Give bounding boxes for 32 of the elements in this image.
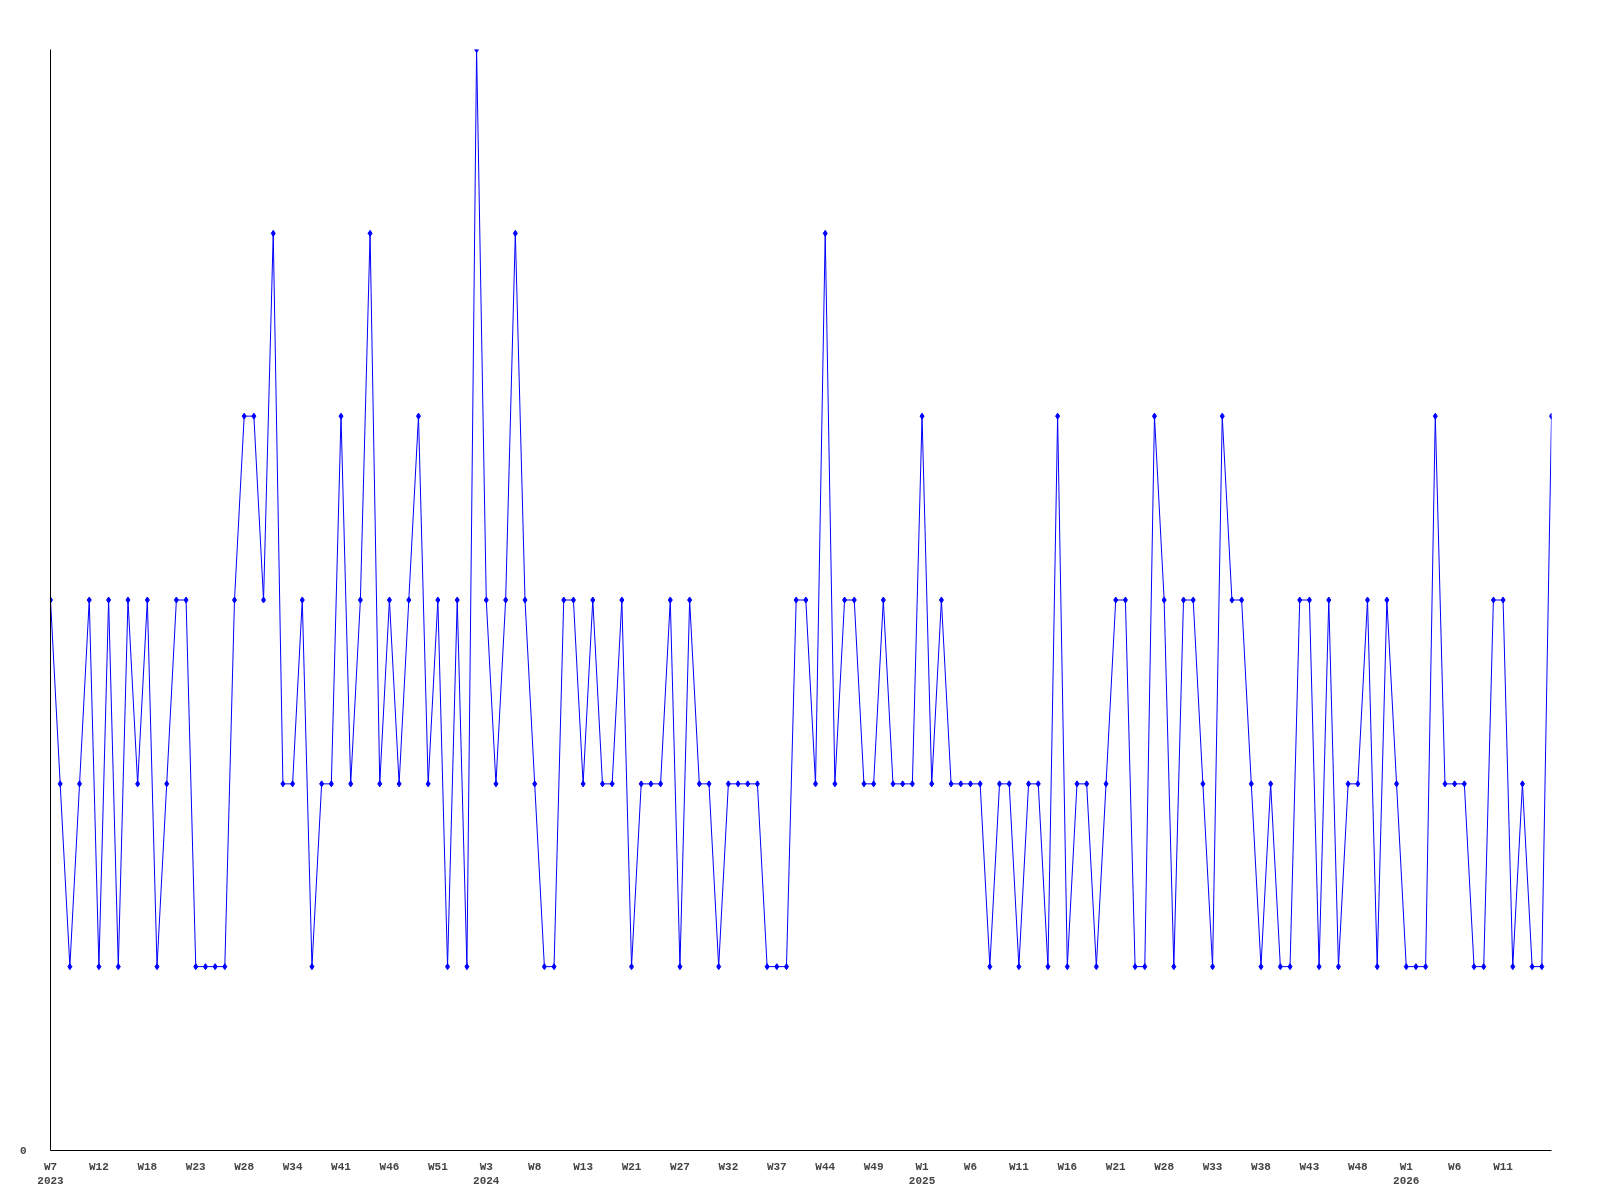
x-tick-label: W23 (185, 1160, 207, 1173)
x-tick-label: W49 (863, 1160, 884, 1173)
x-tick-label: W12 (89, 1160, 109, 1173)
x-tick-label: W16 (1057, 1160, 1078, 1173)
x-tick-label: W28 (1154, 1160, 1175, 1173)
x-tick-label: W13 (573, 1160, 594, 1173)
x-tick-label: W37 (766, 1160, 787, 1173)
x-tick-label: W38 (1251, 1160, 1272, 1173)
x-tick-label: W8 (528, 1160, 542, 1173)
x-tick-label: W3 2024 (473, 1160, 500, 1187)
x-tick-label: W41 (331, 1160, 352, 1173)
x-tick-label: W33 (1202, 1160, 1223, 1173)
x-tick-label: W34 (282, 1160, 303, 1173)
x-tick-label: W7 2023 (37, 1160, 65, 1187)
x-tick-label: W44 (815, 1160, 836, 1173)
x-tick-label: W11 (1008, 1160, 1030, 1173)
x-tick-label: W6 (1448, 1160, 1462, 1173)
x-tick-label: W46 (379, 1160, 400, 1173)
x-tick-label: W43 (1299, 1160, 1320, 1173)
x-tick-label: W21 (621, 1160, 642, 1173)
text: 0 (19, 1145, 27, 1157)
x-tick-label: W1 2025 (908, 1160, 936, 1187)
x-tick-label: W1 2026 (1393, 1160, 1420, 1187)
x-tick-label: W28 (234, 1160, 255, 1173)
x-tick-label: W21 (1105, 1160, 1127, 1173)
x-tick-label: W11 (1493, 1160, 1514, 1173)
x-tick-label: W18 (137, 1160, 158, 1173)
x-tick-label: W6 (963, 1160, 978, 1173)
x-tick-label: W48 (1347, 1160, 1369, 1173)
x-tick-label: W51 (427, 1160, 449, 1173)
x-tick-label: W27 (670, 1160, 690, 1173)
x-tick-label: W32 (718, 1160, 739, 1173)
